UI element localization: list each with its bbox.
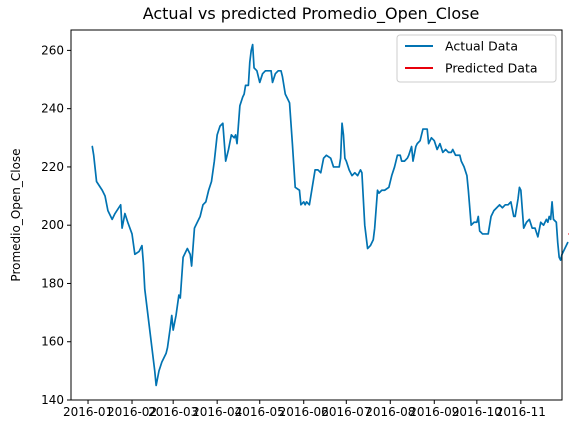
y-tick-label: 220 <box>41 160 64 174</box>
legend-label-predicted: Predicted Data <box>445 61 538 76</box>
y-tick-label: 180 <box>41 276 64 290</box>
plot-area <box>71 30 562 400</box>
y-axis-label: Promedio_Open_Close <box>9 148 23 281</box>
plot-frame <box>70 29 563 401</box>
x-axis: 2016-012016-022016-032016-042016-052016-… <box>63 400 546 419</box>
x-tick-label: 2016-05 <box>235 405 285 419</box>
x-tick-label: 2016-08 <box>365 405 415 419</box>
x-tick-label: 2016-02 <box>107 405 157 419</box>
series-layer <box>91 43 569 387</box>
x-tick-label: 2016-06 <box>279 405 329 419</box>
x-tick-label: 2016-10 <box>452 405 502 419</box>
x-tick-label: 2016-09 <box>409 405 459 419</box>
legend-label-actual: Actual Data <box>445 39 518 54</box>
series-line-0 <box>91 43 569 387</box>
x-tick-label: 2016-11 <box>496 405 546 419</box>
x-tick-label: 2016-01 <box>63 405 113 419</box>
x-tick-label: 2016-07 <box>321 405 371 419</box>
x-tick-label: 2016-03 <box>148 405 198 419</box>
y-tick-label: 260 <box>41 43 64 57</box>
y-axis: 140 160 180 200 220 240 260 <box>41 43 71 407</box>
legend: Actual Data Predicted Data <box>396 34 557 83</box>
y-tick-label: 140 <box>41 393 64 407</box>
y-tick-label: 200 <box>41 218 64 232</box>
y-tick-label: 160 <box>41 335 64 349</box>
legend-box <box>396 34 557 83</box>
x-tick-label: 2016-04 <box>192 405 242 419</box>
chart-title: Actual vs predicted Promedio_Open_Close <box>143 4 480 24</box>
y-tick-label: 240 <box>41 102 64 116</box>
